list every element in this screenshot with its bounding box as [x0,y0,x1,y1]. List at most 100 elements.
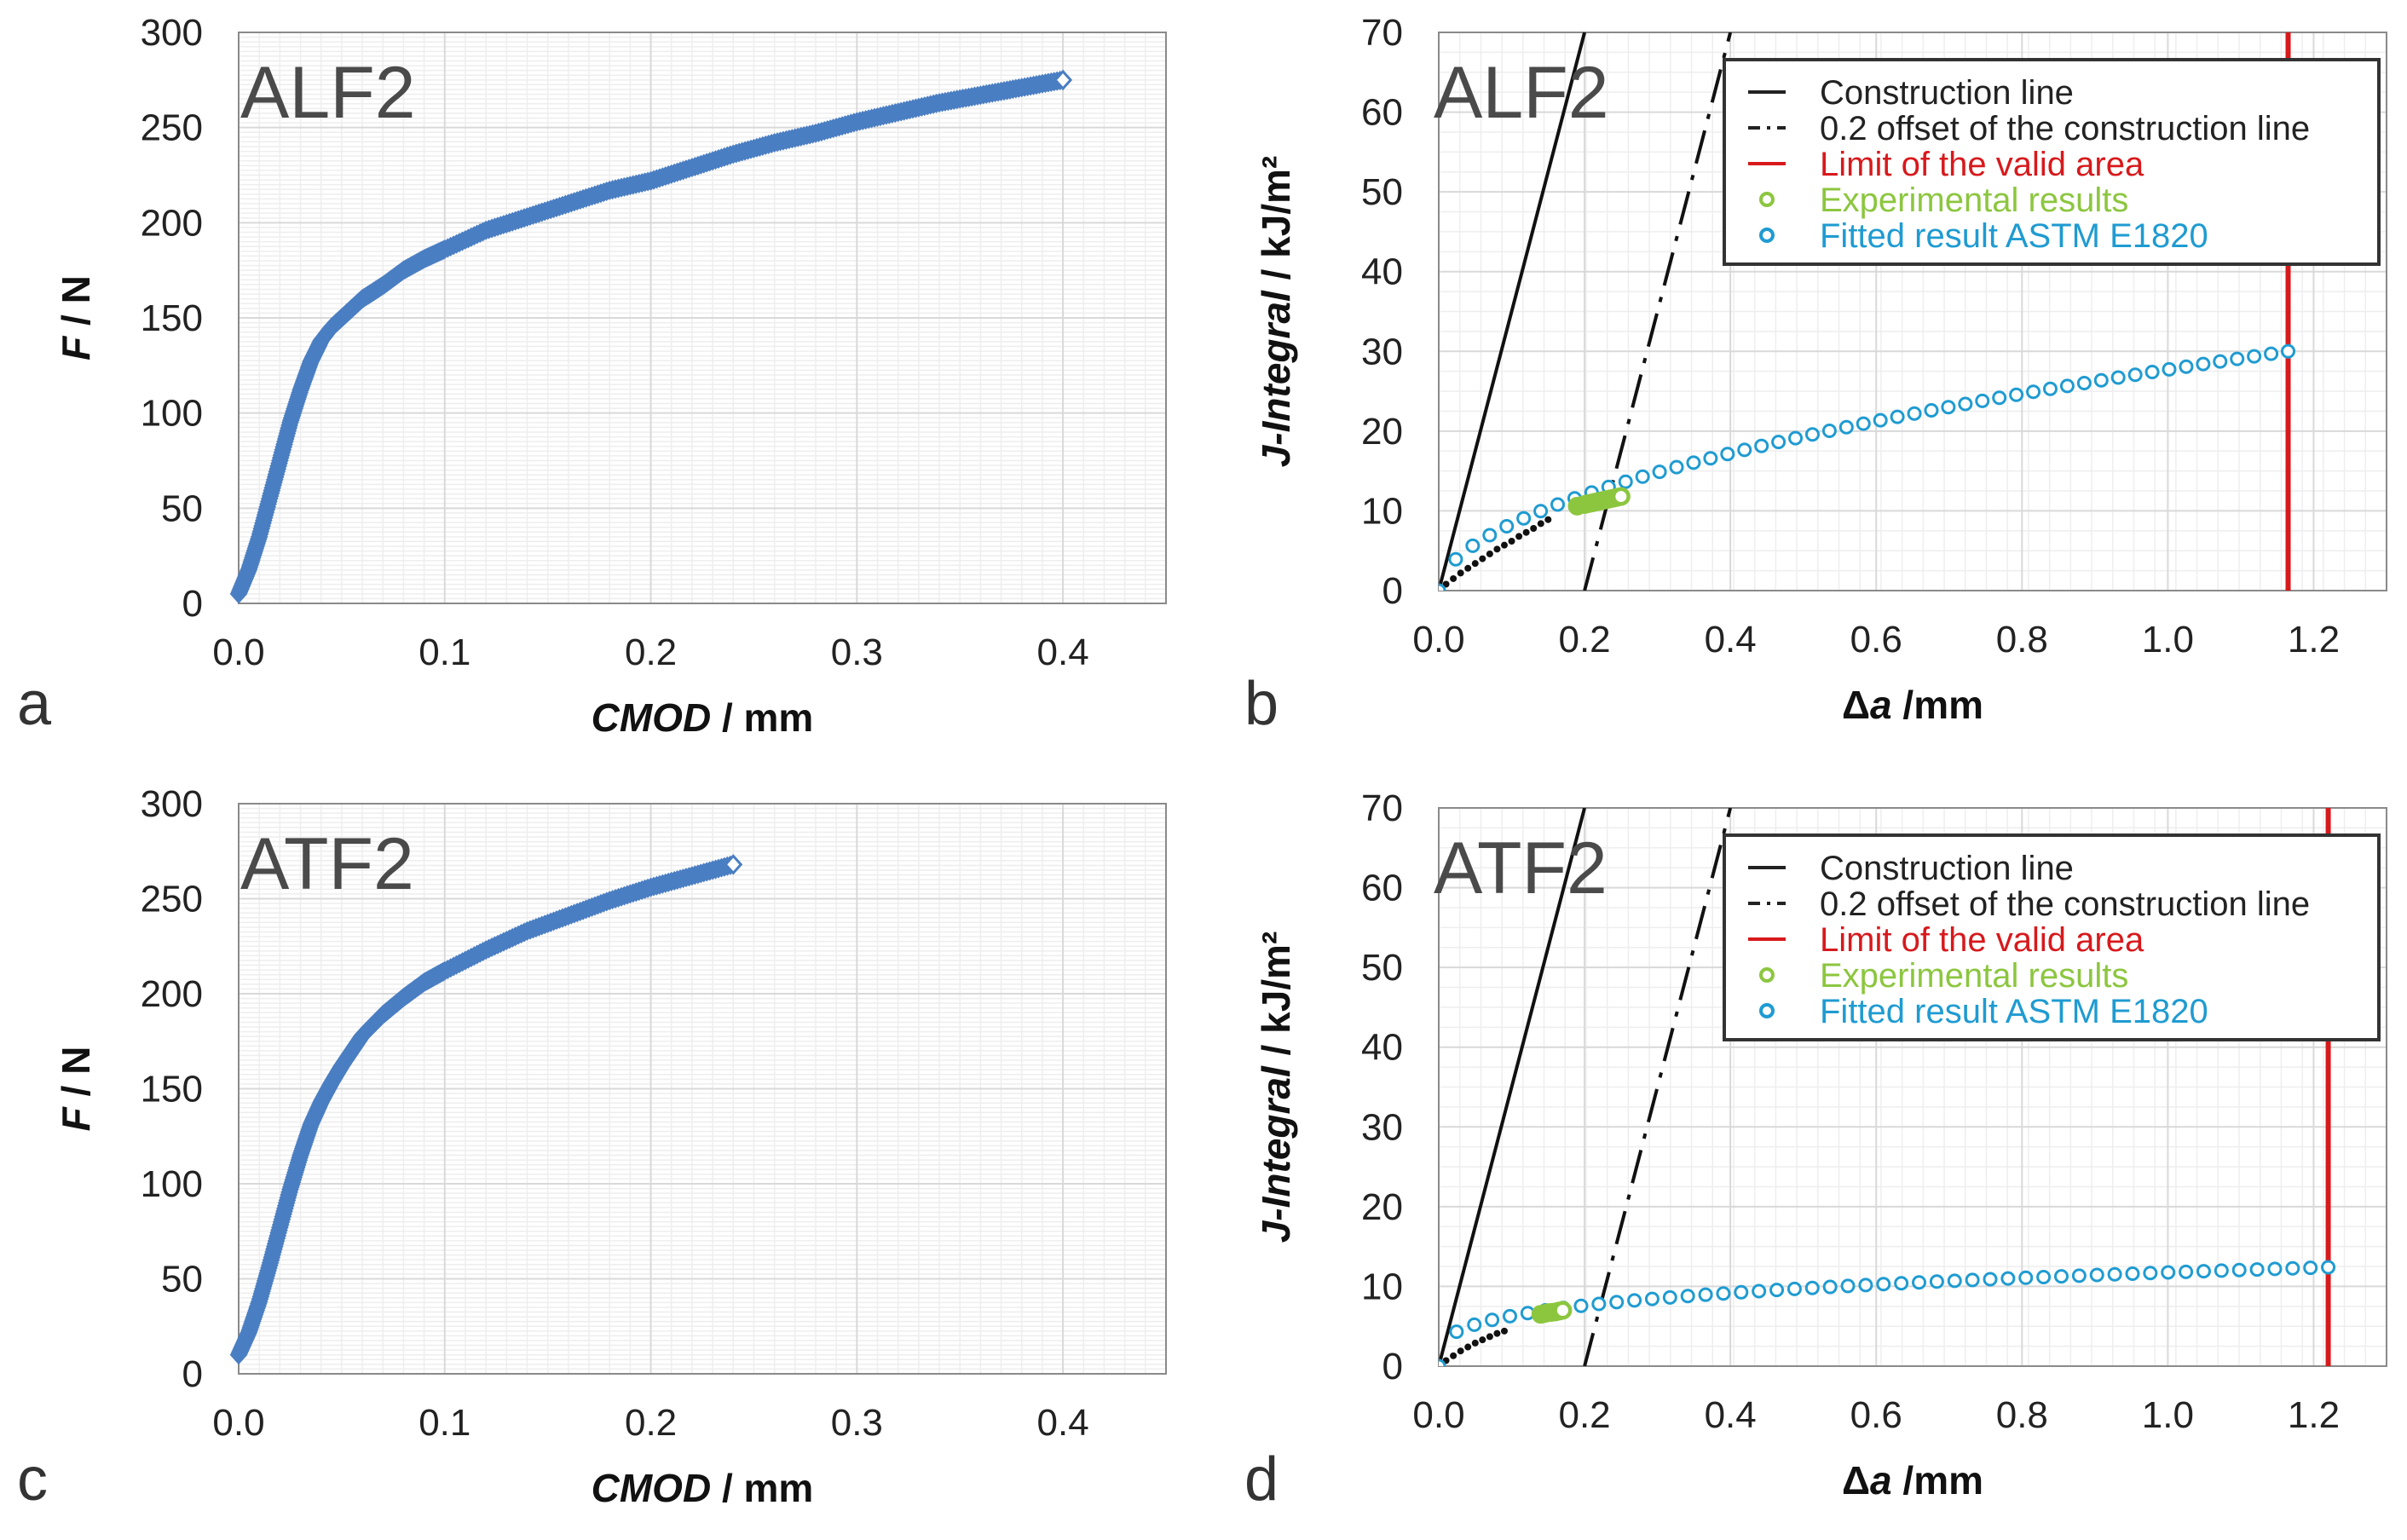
early-data-point [1457,1347,1464,1355]
early-data-point [1500,1327,1508,1335]
fitted-point [2110,370,2126,385]
data-point-last [724,854,743,875]
y-tick-label: 30 [1361,1106,1403,1148]
legend-label: 0.2 offset of the construction line [1820,110,2310,147]
fitted-point [1804,427,1820,442]
y-tick-label: 50 [161,1259,203,1301]
early-data-point [1464,564,1472,572]
series-markers [229,854,743,1365]
x-tick-label: 0.4 [1705,619,1757,660]
y-tick-label: 200 [141,202,203,244]
early-data-point [1471,1339,1479,1347]
y-axis-label-variable: F [54,335,98,360]
fitted-point [2249,1262,2265,1278]
legend-label: Fitted result ASTM E1820 [1820,217,2208,255]
chart-panel-c: 0 50 100 150 200 250 300 0.0 0.1 0.2 0.3 0.4 CMOD / … [17,783,1167,1514]
x-tick-label: 0.3 [831,632,883,673]
fitted-point [2036,1269,2052,1284]
early-data-point [1464,1343,1472,1351]
offset-line [1583,808,1733,1366]
x-axis-label-unit: / mm [711,695,813,740]
y-tick-label: 300 [141,12,203,54]
x-tick-label: 0.4 [1037,632,1089,673]
y-tick-label: 150 [141,297,203,339]
y-tick-label: 100 [141,1163,203,1205]
early-data-point [1515,533,1523,540]
y-axis-label-unit: / kJ/m² [1254,156,1298,291]
y-axis-label: F / N [54,1047,98,1132]
early-data-point [1537,520,1544,528]
fitted-point [2213,354,2228,369]
fitted-point [2059,378,2075,394]
x-axis-label-variable: a [1870,1458,1892,1503]
y-tick-label: 300 [141,783,203,825]
legend-label: Construction line [1820,850,2074,887]
fitted-point [1965,1272,1980,1288]
x-tick-label: 1.0 [2142,1394,2194,1436]
fitted-point [1769,1283,1785,1298]
fitted-point [1644,1291,1660,1306]
early-data-point [1442,580,1450,588]
fitted-point [1941,400,1956,415]
x-axis-label-unit: / mm [711,1466,813,1510]
early-data-point [1450,1352,1457,1359]
legend-label: Construction line [1820,74,2074,112]
plot-border [238,803,1167,1375]
x-tick-label: 0.2 [625,632,677,673]
fitted-point [2107,1266,2122,1282]
early-data-point [1479,1336,1486,1344]
y-tick-label: 30 [1361,331,1403,372]
plot-border [1438,32,2387,591]
x-tick-label: 1.2 [2288,1394,2340,1436]
x-tick-label: 0.2 [1558,1394,1610,1436]
specimen-label: ATF2 [240,823,414,905]
panel-label: d [1244,1445,1279,1514]
early-data-point [1530,525,1538,533]
y-axis-label: F / N [54,275,98,360]
plot-border [1438,807,2387,1367]
legend-box [1723,58,2381,266]
x-tick-label: 0.0 [212,1402,264,1444]
y-tick-label: 60 [1361,92,1403,134]
fitted-point [2179,359,2194,374]
legend-label: Experimental results [1820,182,2128,219]
fitted-point [2196,356,2211,372]
fitted-point [1924,402,1939,418]
fitted-point [1734,1284,1749,1300]
x-tick-label: 0.2 [625,1402,677,1444]
y-axis-label-variable: J-Integral [1254,1065,1298,1243]
specimen-label: ALF2 [1434,52,1609,134]
fitted-point [1662,1289,1677,1305]
fitted-point [1975,393,1990,408]
y-tick-label: 0 [182,1353,203,1395]
fitted-point [1958,396,1973,412]
legend-key-blue [1759,1003,1775,1018]
fitted-point [2264,346,2279,361]
x-axis-label-variable: a [1870,683,1892,727]
experimental-point-last [1613,488,1630,505]
legend-label: 0.2 offset of the construction line [1820,885,2310,923]
early-data-point [1493,1329,1501,1337]
fitted-point [1573,1298,1589,1313]
panel-label: a [17,670,52,738]
x-tick-label: 0.3 [831,1402,883,1444]
legend-label: Limit of the valid area [1820,921,2144,959]
x-axis-label-variable: CMOD [592,695,712,740]
y-tick-label: 70 [1361,787,1403,829]
fitted-point [1550,497,1566,512]
fitted-point [1618,474,1633,489]
fitted-point [2042,381,2058,396]
fitted-point [2053,1269,2069,1284]
fitted-point [2127,367,2143,383]
fitted-point [2162,361,2177,377]
x-axis-label-unit: /mm [1892,683,1983,727]
x-axis-label-symbol: Δ [1842,683,1870,727]
x-axis-label: Δa /mm [1842,1458,1983,1503]
x-axis-label-symbol: Δ [1842,1458,1870,1503]
fitted-point [1983,1272,1998,1287]
fitted-point [1652,464,1667,480]
y-tick-label: 0 [1382,570,1403,612]
fitted-point [1716,1286,1731,1301]
early-data-point [1500,541,1508,549]
